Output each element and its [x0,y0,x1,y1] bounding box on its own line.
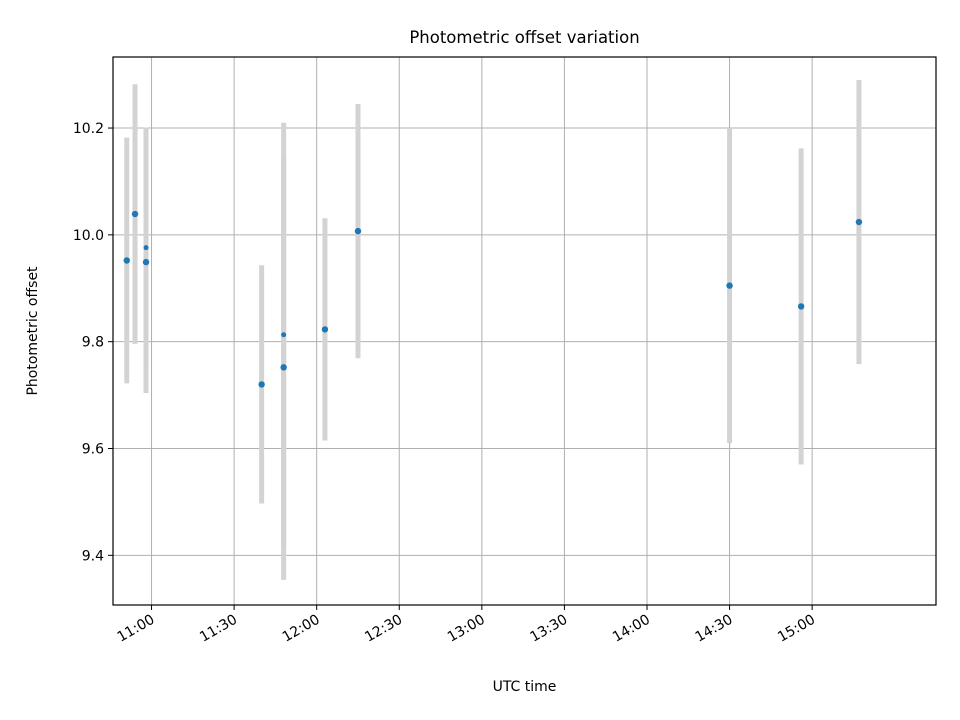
y-tick-label: 9.6 [82,442,104,458]
x-axis-label: UTC time [493,679,557,695]
data-point [855,218,863,226]
data-point [258,381,265,388]
data-point [143,245,149,251]
data-point [797,303,805,310]
y-tick-label: 9.8 [82,335,104,351]
chart-title: Photometric offset variation [409,28,639,47]
data-point [321,326,329,333]
y-tick-label: 9.4 [82,548,104,564]
data-point [354,227,362,235]
plot-frame [112,56,937,606]
y-tick-label: 10.0 [73,228,104,244]
data-point [123,257,130,264]
y-tick-label: 10.2 [73,121,104,137]
data-point [280,364,287,371]
y-axis-label: Photometric offset [25,266,41,396]
data-point [726,282,733,289]
data-point [131,210,139,218]
point-layer [123,210,863,388]
data-point [142,258,150,266]
data-point [281,332,287,338]
